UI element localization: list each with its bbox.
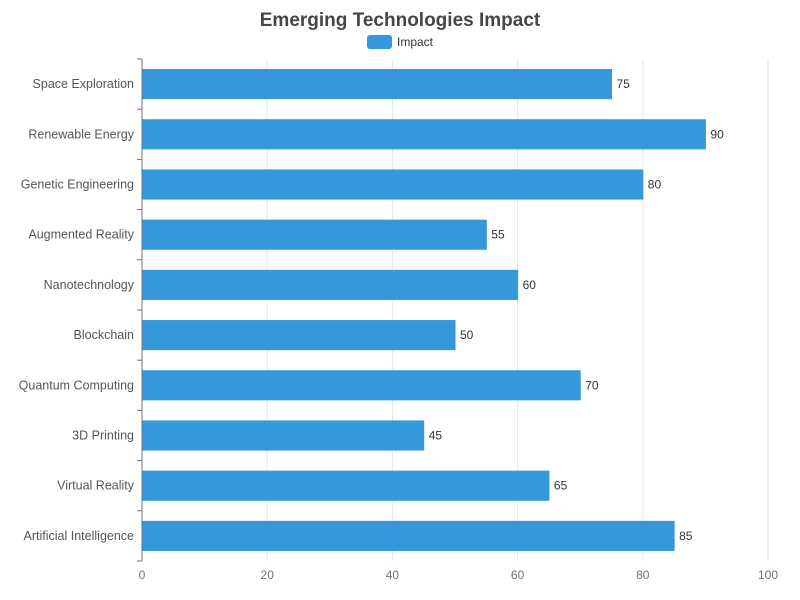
bar-value-label: 45	[429, 429, 443, 443]
bar-value-label: 70	[585, 378, 599, 392]
x-tick-label: 80	[636, 568, 650, 582]
bar-value-label: 85	[679, 529, 693, 543]
bar-value-label: 60	[523, 278, 537, 292]
y-category-label: Augmented Reality	[28, 228, 134, 242]
bar	[142, 520, 675, 551]
legend-label-impact[interactable]: Impact	[396, 35, 433, 49]
bar	[142, 219, 487, 250]
y-category-label: Nanotechnology	[44, 278, 135, 292]
x-tick-label: 20	[261, 568, 275, 582]
bar-value-label: 80	[648, 178, 662, 192]
bar	[142, 470, 550, 501]
y-category-label: Genetic Engineering	[21, 178, 134, 192]
y-category-label: 3D Printing	[72, 429, 134, 443]
y-category-label: Blockchain	[74, 328, 134, 342]
bar	[142, 169, 644, 200]
bar	[142, 370, 581, 401]
x-tick-label: 100	[758, 568, 778, 582]
x-tick-label: 0	[139, 568, 146, 582]
x-tick-label: 60	[511, 568, 525, 582]
bar-value-label: 50	[460, 328, 474, 342]
y-category-label: Space Exploration	[33, 77, 135, 91]
chart-legend: Impact	[0, 34, 800, 50]
bar	[142, 420, 425, 451]
y-category-label: Renewable Energy	[28, 127, 134, 141]
legend-swatch-impact[interactable]	[366, 35, 392, 49]
bar	[142, 119, 706, 150]
bar-value-label: 55	[491, 228, 505, 242]
y-category-label: Artificial Intelligence	[24, 529, 135, 543]
bar	[142, 69, 612, 100]
chart-title: Emerging Technologies Impact	[259, 10, 541, 31]
bar-value-label: 65	[554, 479, 568, 493]
bar	[142, 269, 519, 300]
y-category-label: Quantum Computing	[19, 378, 134, 392]
x-tick-label: 40	[386, 568, 400, 582]
y-category-label: Virtual Reality	[57, 479, 135, 493]
bar-value-label: 90	[710, 127, 724, 141]
bar	[142, 320, 456, 351]
bar-value-label: 75	[617, 77, 631, 91]
